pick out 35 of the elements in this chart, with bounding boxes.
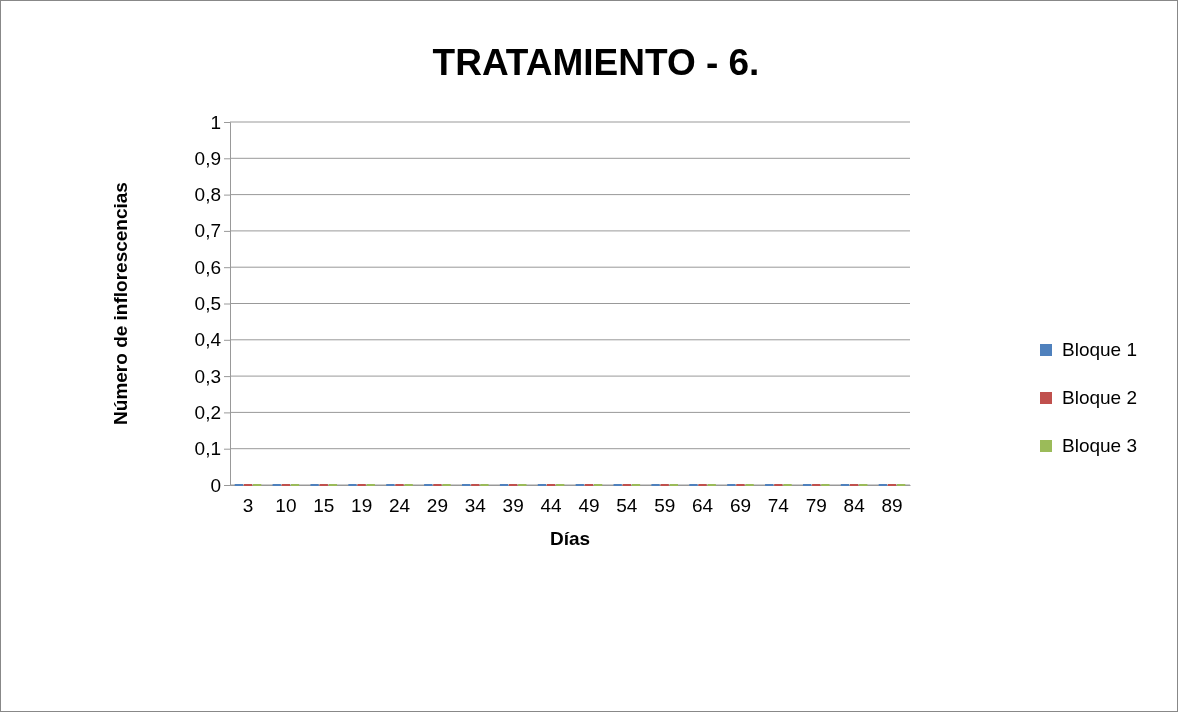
chart-title: TRATAMIENTO - 6. [432, 42, 760, 83]
x-tick-label: 29 [426, 495, 448, 517]
x-tick-label: 10 [275, 495, 297, 517]
y-tick-label: 0,3 [194, 365, 221, 387]
y-axis-title: Número de inflorescencias [110, 182, 131, 425]
y-tick-label: 1 [210, 111, 221, 133]
legend-label: Bloque 1 [1062, 339, 1138, 360]
y-tick-label: 0,6 [194, 256, 221, 278]
y-tick-label: 0,8 [194, 184, 221, 206]
x-tick-label: 44 [540, 495, 563, 517]
y-tick-label: 0,1 [194, 438, 221, 460]
x-tick-label: 34 [464, 495, 487, 517]
x-tick-label: 74 [767, 495, 790, 517]
x-tick-label: 15 [313, 495, 335, 517]
legend-label: Bloque 2 [1062, 387, 1138, 408]
x-tick-label: 64 [692, 495, 714, 517]
y-tick-label: 0,4 [194, 329, 222, 351]
x-tick-label: 3 [242, 495, 254, 517]
y-tick-label: 0,5 [194, 293, 221, 315]
x-tick-label: 79 [805, 495, 827, 517]
x-tick-label: 54 [616, 495, 638, 517]
x-axis-title: Días [549, 528, 591, 549]
y-tick-label: 0,7 [194, 220, 221, 242]
x-tick-label: 19 [351, 495, 373, 517]
legend-label: Bloque 3 [1062, 435, 1138, 456]
x-tick-label: 39 [502, 495, 524, 517]
x-tick-label: 59 [654, 495, 676, 517]
y-tick-label: 0,9 [194, 147, 221, 169]
y-tick-label: 0 [210, 474, 221, 496]
y-tick-label: 0,2 [194, 401, 221, 423]
x-tick-label: 69 [729, 495, 752, 517]
x-tick-label: 49 [578, 495, 600, 517]
x-tick-label: 84 [843, 495, 866, 517]
x-tick-label: 89 [881, 495, 903, 517]
x-tick-label: 24 [388, 495, 411, 517]
